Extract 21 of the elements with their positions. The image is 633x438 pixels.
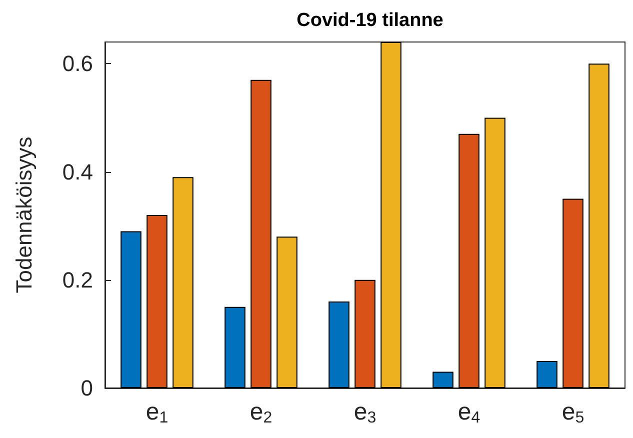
y-tick-label: 0.6 (62, 51, 93, 76)
bar (276, 236, 298, 388)
bar (328, 302, 350, 388)
bar (484, 118, 506, 388)
chart-title: Covid-19 tilanne (296, 10, 444, 31)
bar (380, 42, 402, 388)
bar (120, 231, 142, 388)
bar (562, 198, 584, 388)
bar (536, 360, 558, 388)
bar (354, 280, 376, 388)
y-tick-label: 0 (80, 376, 93, 400)
bar (172, 177, 194, 388)
y-axis-title: Todennäköisyys (12, 136, 36, 294)
bar (432, 372, 454, 388)
bar (458, 134, 480, 388)
bar (250, 80, 272, 388)
y-tick-label: 0.4 (62, 159, 93, 184)
bar (146, 215, 168, 388)
y-tick-label: 0.2 (62, 267, 93, 292)
bar (224, 306, 246, 388)
bar (588, 64, 610, 388)
